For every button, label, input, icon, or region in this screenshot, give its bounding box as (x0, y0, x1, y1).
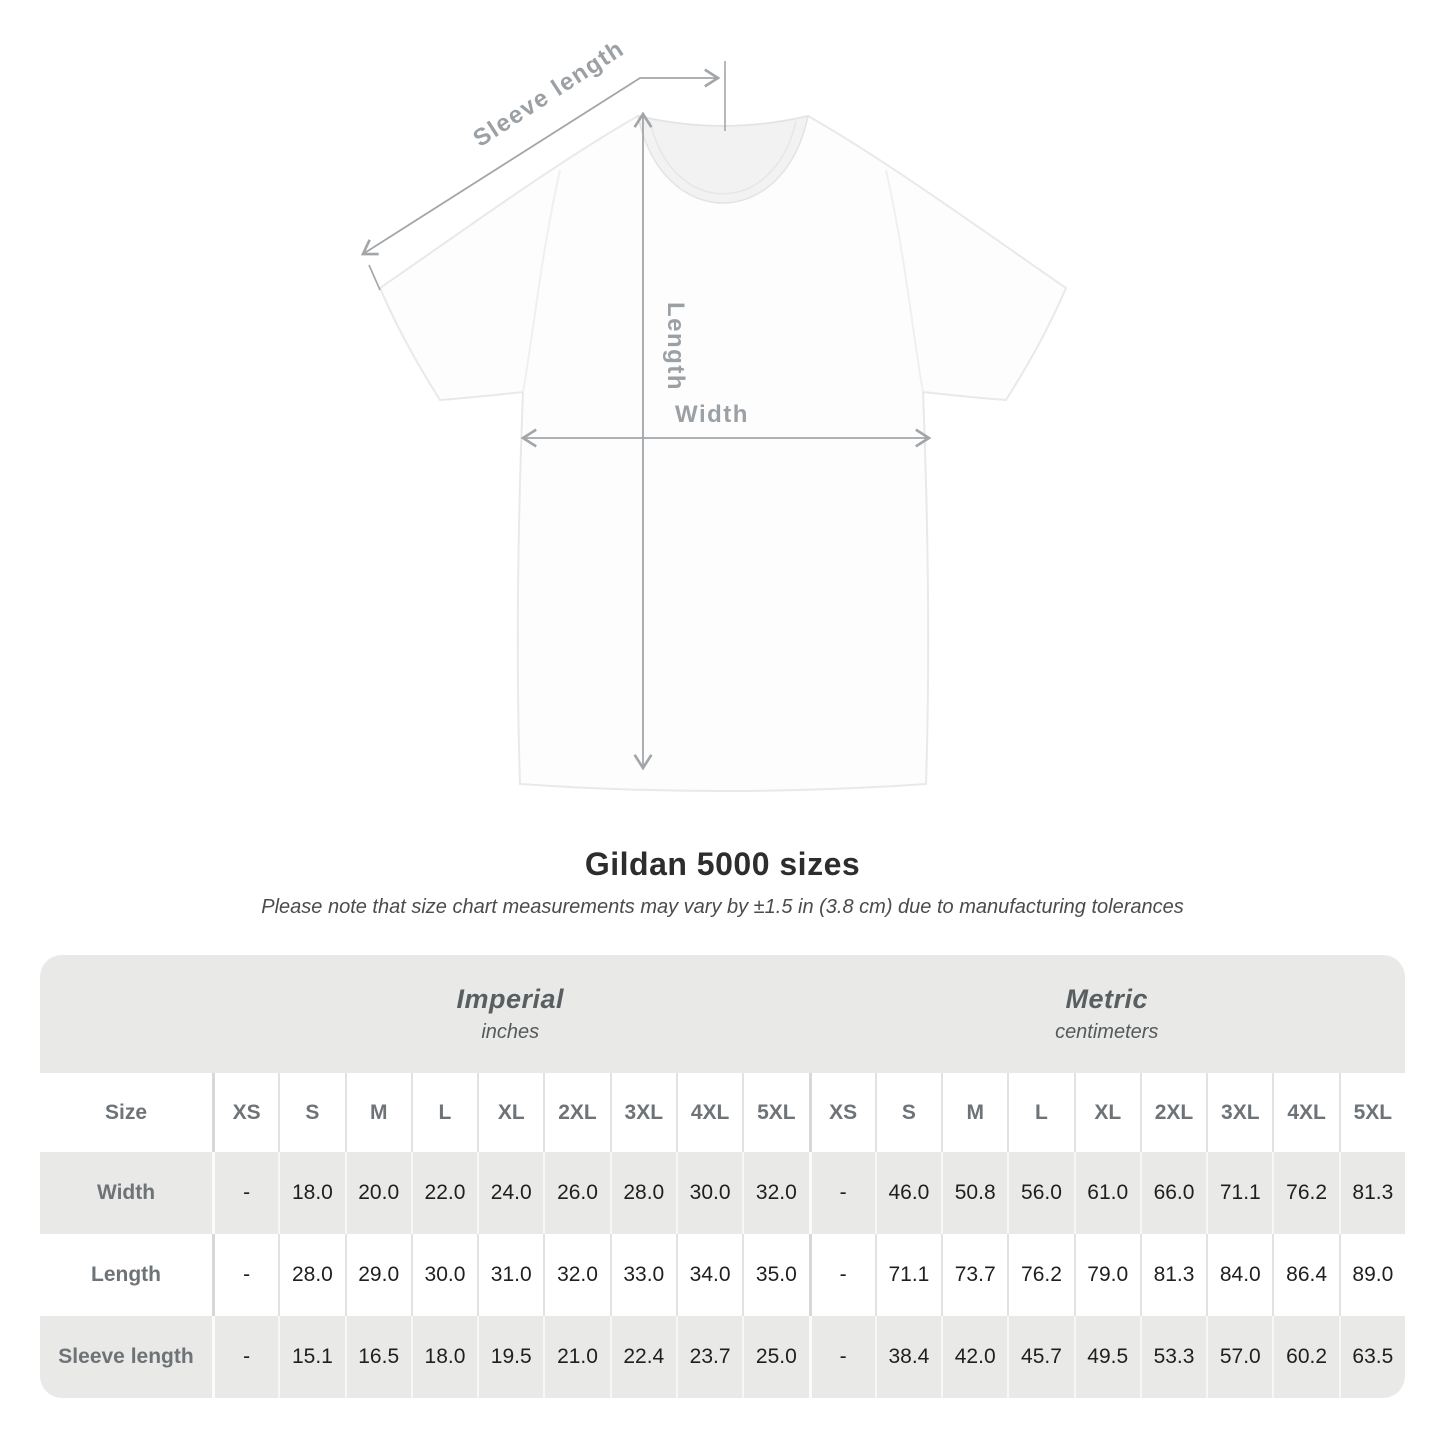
value-cell: 57.0 (1206, 1316, 1272, 1398)
tshirt-graphic (378, 114, 1068, 792)
value-cell: 15.1 (278, 1316, 344, 1398)
row-label: Sleeve length (58, 1345, 194, 1368)
size-cell: M (941, 1073, 1007, 1152)
size-cell: 5XL (1338, 1073, 1405, 1152)
value-cell: 22.0 (410, 1152, 477, 1234)
value-cell: 66.0 (1139, 1152, 1206, 1234)
table-row-sleeve-length: Sleeve length - 15.1 16.5 18.0 19.5 21.0… (40, 1316, 1405, 1398)
size-cell: 5XL (742, 1073, 808, 1152)
value-cell: 46.0 (874, 1152, 941, 1234)
value-cell: 86.4 (1272, 1234, 1338, 1316)
value-cell: 73.7 (941, 1234, 1007, 1316)
width-dimension: Width (520, 401, 932, 448)
value-cell: 89.0 (1338, 1234, 1405, 1316)
size-cell: 3XL (609, 1073, 676, 1152)
size-cell: 4XL (675, 1073, 742, 1152)
size-cell: S (874, 1073, 941, 1152)
value-cell: 71.1 (874, 1234, 941, 1316)
size-header-row: Size XS S M L XL 2XL 3XL 4XL 5XL XS S M … (40, 1073, 1405, 1152)
value-cell: - (808, 1152, 875, 1234)
value-cell: 18.0 (278, 1152, 344, 1234)
size-table: Imperial inches Metric centimeters Size … (40, 955, 1405, 1398)
value-cell: 29.0 (344, 1234, 411, 1316)
value-cell: 49.5 (1073, 1316, 1140, 1398)
size-column-header: Size (104, 1100, 148, 1124)
value-cell: 38.4 (874, 1316, 941, 1398)
value-cell: 26.0 (543, 1152, 609, 1234)
value-cell: 31.0 (477, 1234, 543, 1316)
value-cell: 42.0 (941, 1316, 1007, 1398)
size-cell: XL (1073, 1073, 1140, 1152)
value-cell: 76.2 (1007, 1234, 1073, 1316)
page-title: Gildan 5000 sizes (584, 846, 861, 882)
size-cell: L (410, 1073, 477, 1152)
value-cell: - (212, 1316, 278, 1398)
value-cell: 24.0 (477, 1152, 543, 1234)
value-cell: 22.4 (609, 1316, 676, 1398)
imperial-group-header: Imperial inches (212, 955, 809, 1073)
table-row-width: Width - 18.0 20.0 22.0 24.0 26.0 28.0 30… (40, 1152, 1405, 1234)
value-cell: - (808, 1234, 875, 1316)
value-cell: 30.0 (675, 1152, 742, 1234)
value-cell: 61.0 (1073, 1152, 1140, 1234)
imperial-group-unit: inches (481, 1021, 540, 1043)
value-cell: 45.7 (1007, 1316, 1073, 1398)
size-cell: 2XL (1139, 1073, 1206, 1152)
value-cell: 35.0 (742, 1234, 808, 1316)
size-cell: XL (477, 1073, 543, 1152)
value-cell: 56.0 (1007, 1152, 1073, 1234)
value-cell: 79.0 (1073, 1234, 1140, 1316)
value-cell: - (212, 1152, 278, 1234)
value-cell: 19.5 (477, 1316, 543, 1398)
size-cell: 4XL (1272, 1073, 1338, 1152)
size-cell: L (1007, 1073, 1073, 1152)
size-cell: 2XL (543, 1073, 609, 1152)
length-label: Length (662, 302, 689, 391)
value-cell: - (808, 1316, 875, 1398)
row-label: Length (91, 1263, 161, 1286)
value-cell: 20.0 (344, 1152, 411, 1234)
value-cell: 32.0 (543, 1234, 609, 1316)
value-cell: 28.0 (278, 1234, 344, 1316)
size-cell: M (344, 1073, 411, 1152)
value-cell: 25.0 (742, 1316, 808, 1398)
value-cell: 30.0 (410, 1234, 477, 1316)
value-cell: 60.2 (1272, 1316, 1338, 1398)
value-cell: 53.3 (1139, 1316, 1206, 1398)
value-cell: 16.5 (344, 1316, 411, 1398)
value-cell: 33.0 (609, 1234, 676, 1316)
width-label: Width (675, 401, 749, 428)
size-cell: XS (808, 1073, 875, 1152)
value-cell: 84.0 (1206, 1234, 1272, 1316)
unit-group-row: Imperial inches Metric centimeters (40, 955, 1405, 1073)
group-corner-cell (40, 955, 212, 1073)
tshirt-measurement-diagram: Sleeve length Length Width (360, 35, 1068, 792)
metric-group-name: Metric (1065, 984, 1149, 1014)
imperial-group-name: Imperial (456, 984, 565, 1014)
metric-group-unit: centimeters (1055, 1021, 1159, 1043)
size-cell: S (278, 1073, 344, 1152)
value-cell: 21.0 (543, 1316, 609, 1398)
value-cell: 81.3 (1338, 1152, 1405, 1234)
value-cell: 63.5 (1338, 1316, 1405, 1398)
table-row-length: Length - 28.0 29.0 30.0 31.0 32.0 33.0 3… (40, 1234, 1405, 1316)
value-cell: 28.0 (609, 1152, 676, 1234)
value-cell: 50.8 (941, 1152, 1007, 1234)
value-cell: - (212, 1234, 278, 1316)
value-cell: 18.0 (410, 1316, 477, 1398)
value-cell: 34.0 (675, 1234, 742, 1316)
row-label: Width (96, 1181, 156, 1204)
tolerance-note: Please note that size chart measurements… (261, 896, 1184, 918)
value-cell: 76.2 (1272, 1152, 1338, 1234)
metric-group-header: Metric centimeters (809, 955, 1406, 1073)
value-cell: 71.1 (1206, 1152, 1272, 1234)
size-cell: XS (212, 1073, 278, 1152)
value-cell: 23.7 (675, 1316, 742, 1398)
value-cell: 81.3 (1139, 1234, 1206, 1316)
value-cell: 32.0 (742, 1152, 808, 1234)
size-cell: 3XL (1206, 1073, 1272, 1152)
